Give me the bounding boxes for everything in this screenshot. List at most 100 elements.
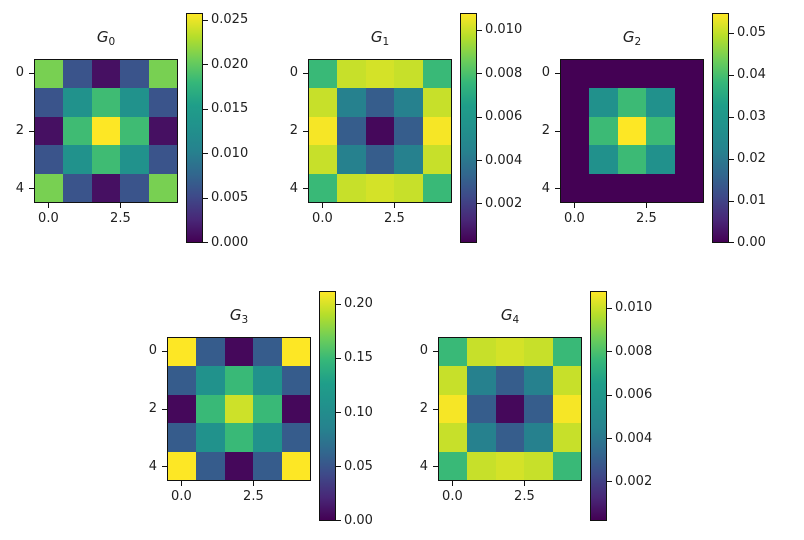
- heatmap-cell-r2-c1: [337, 116, 366, 146]
- colorbar-tickmark: [203, 153, 208, 155]
- heatmap-cell-r3-c0: [35, 145, 64, 174]
- heatmap-cell-r3-c4: [422, 145, 451, 174]
- colorbar-tick-label: 0.010: [615, 300, 653, 316]
- heatmap-cell-r3-c0: [561, 145, 590, 174]
- heatmap-cell-r2-c1: [467, 394, 496, 424]
- colorbar: [460, 13, 477, 243]
- y-tick-label: 0: [15, 65, 24, 81]
- heatmap-cell-r2-c0: [168, 394, 197, 424]
- x-tick-label: 0.0: [171, 489, 192, 504]
- y-tick-label: 4: [148, 458, 157, 474]
- y-tickmark: [433, 466, 438, 468]
- heatmap-cell-r4-c1: [467, 451, 496, 480]
- heatmap-cell-r1-c3: [253, 366, 282, 395]
- x-tickmark: [321, 203, 323, 208]
- heatmap-cell-r3-c3: [646, 145, 675, 174]
- heatmap-cell-r1-c3: [394, 88, 423, 117]
- heatmap-cell-r4-c3: [120, 173, 149, 202]
- colorbar-tick-label: 0.004: [615, 430, 653, 446]
- colorbar-tickmark: [607, 481, 612, 483]
- colorbar-tick-label: 0.020: [211, 56, 249, 72]
- heatmap-cell-r2-c1: [196, 394, 225, 424]
- heatmap-cell-r2-c3: [524, 394, 553, 424]
- heatmap-cell-r0-c3: [253, 338, 282, 367]
- subplot-title-base: G: [500, 306, 513, 324]
- heatmap-cell-r3-c4: [281, 423, 310, 452]
- colorbar-tickmark: [607, 438, 612, 440]
- heatmap-cell-r2-c3: [253, 394, 282, 424]
- heatmap-cell-r4-c2: [365, 173, 395, 202]
- colorbar-tickmark: [729, 158, 734, 160]
- heatmap-cell-r1-c4: [422, 88, 451, 117]
- x-tick-label: 2.5: [514, 489, 535, 504]
- y-tickmark: [433, 408, 438, 410]
- heatmap-cell-r3-c0: [439, 423, 468, 452]
- heatmap-cell-r4-c1: [196, 451, 225, 480]
- subplot-title-subscript: 4: [512, 314, 520, 326]
- colorbar-tick-label: 0.006: [485, 109, 523, 125]
- heatmap-cell-r2-c2: [224, 394, 254, 424]
- subplot-title: G4: [438, 306, 582, 326]
- heatmap-cell-r0-c4: [422, 60, 451, 89]
- heatmap-cell-r3-c3: [120, 145, 149, 174]
- heatmap-cell-r2-c0: [309, 116, 338, 146]
- heatmap-cell-r1-c0: [168, 366, 197, 395]
- colorbar-tick-label: 0.008: [615, 343, 653, 359]
- heatmap-cell-r0-c1: [337, 60, 366, 89]
- colorbar-tick-label: 0.002: [615, 473, 653, 489]
- heatmap-cell-r0-c0: [35, 60, 64, 89]
- y-tickmark: [433, 350, 438, 352]
- y-tick-label: 2: [148, 401, 157, 416]
- x-tickmark: [393, 203, 395, 208]
- heatmap-cell-r0-c2: [495, 338, 525, 367]
- heatmap-cell-r0-c3: [394, 60, 423, 89]
- heatmap-cell-r2-c1: [589, 116, 618, 146]
- heatmap-cell-r4-c0: [561, 173, 590, 202]
- y-tick-label: 0: [541, 65, 550, 81]
- heatmap-cell-r0-c0: [168, 338, 197, 367]
- heatmap-cell-r3-c3: [253, 423, 282, 452]
- heatmap-cell-r1-c1: [196, 366, 225, 395]
- heatmap-cell-r0-c4: [281, 338, 310, 367]
- heatmap-cell-r3-c1: [589, 145, 618, 174]
- colorbar-tickmark: [607, 394, 612, 396]
- heatmap-cell-r2-c4: [281, 394, 310, 424]
- x-tickmark: [47, 203, 49, 208]
- colorbar: [186, 13, 203, 243]
- x-tick-label: 0.0: [312, 211, 333, 226]
- colorbar-tickmark: [729, 32, 734, 34]
- heatmap-cell-r1-c0: [561, 88, 590, 117]
- heatmap-cell-r4-c2: [495, 451, 525, 480]
- colorbar-tick-label: 0.008: [485, 65, 523, 81]
- heatmap-cell-r4-c4: [148, 173, 177, 202]
- heatmap-cell-r1-c1: [337, 88, 366, 117]
- heatmap-cell-r3-c2: [617, 145, 647, 174]
- subplot-title: G3: [167, 306, 311, 326]
- heatmap-cell-r3-c2: [365, 145, 395, 174]
- heatmap-cell-r4-c0: [35, 173, 64, 202]
- colorbar-tickmark: [477, 160, 482, 162]
- heatmap-cell-r0-c1: [589, 60, 618, 89]
- heatmap: [560, 59, 704, 203]
- heatmap-cell-r4-c0: [168, 451, 197, 480]
- colorbar-tickmark: [607, 307, 612, 309]
- heatmap-cell-r3-c0: [168, 423, 197, 452]
- colorbar-tickmark: [477, 73, 482, 75]
- colorbar-tickmark: [336, 519, 341, 521]
- heatmap-cell-r2-c4: [148, 116, 177, 146]
- heatmap-cell-r3-c2: [224, 423, 254, 452]
- heatmap-cell-r2-c4: [552, 394, 581, 424]
- heatmap-cell-r1-c0: [309, 88, 338, 117]
- colorbar-tickmark: [203, 197, 208, 199]
- y-tickmark: [555, 72, 560, 74]
- heatmap-cell-r2-c2: [617, 116, 647, 146]
- heatmap-cell-r3-c4: [148, 145, 177, 174]
- y-tickmark: [29, 130, 34, 132]
- heatmap-cell-r4-c2: [91, 173, 121, 202]
- colorbar-tick-label: 0.02: [737, 151, 766, 167]
- heatmap-cell-r2-c0: [561, 116, 590, 146]
- colorbar-tick-label: 0.004: [485, 152, 523, 168]
- x-tick-label: 2.5: [636, 211, 657, 226]
- subplot-title-subscript: 1: [382, 36, 390, 48]
